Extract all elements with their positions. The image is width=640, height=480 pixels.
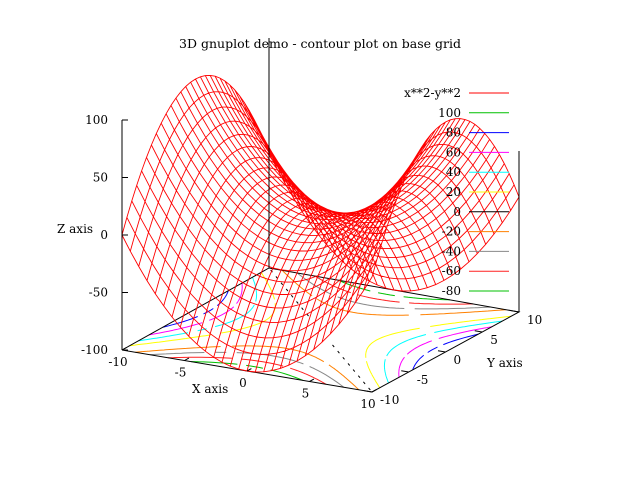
y-tick-mark	[437, 350, 446, 353]
legend-label: -80	[442, 284, 461, 298]
y-axis-label: Y axis	[486, 356, 523, 370]
legend-label: -60	[442, 264, 461, 278]
contour-level-60	[148, 283, 493, 378]
legend-label: 80	[446, 126, 461, 140]
z-axis-label: Z axis	[57, 222, 93, 236]
surface-wireframe	[121, 74, 520, 373]
contour-level-20	[129, 272, 512, 389]
legend-label: 40	[446, 165, 461, 179]
z-tick-label: 100	[85, 113, 108, 127]
y-tick-mark	[511, 310, 520, 313]
x-axis-label: X axis	[192, 382, 228, 396]
legend-label: x**2-y**2	[404, 86, 461, 100]
y-tick-label: 10	[527, 313, 542, 327]
y-tick-label: 0	[454, 353, 462, 367]
legend-label: 20	[446, 185, 461, 199]
y-tick-label: 5	[490, 333, 498, 347]
x-tick-mark	[309, 378, 315, 382]
y-tick-label: -10	[380, 393, 399, 407]
legend-label: -40	[442, 244, 461, 258]
y-tick-label: -5	[417, 373, 429, 387]
x-tick-label: -5	[175, 366, 187, 380]
surface-mesh	[121, 74, 520, 373]
x-tick-label: 10	[360, 397, 375, 411]
x-tick-mark	[371, 389, 377, 393]
x-tick-mark	[184, 357, 190, 361]
legend-label: -20	[442, 225, 461, 239]
y-tick-mark	[474, 330, 483, 333]
x-tick-label: -10	[108, 355, 127, 369]
z-tick-label: 0	[100, 228, 108, 242]
chart-title: 3D gnuplot demo - contour plot on base g…	[179, 36, 461, 51]
y-tick-mark	[364, 390, 373, 393]
x-tick-label: 5	[302, 387, 310, 401]
z-tick-label: -100	[81, 343, 108, 357]
legend-label: 0	[453, 205, 461, 219]
legend-label: 60	[446, 145, 461, 159]
x-tick-label: 0	[239, 376, 247, 390]
contour-level--20	[135, 269, 506, 391]
z-tick-label: 50	[93, 171, 108, 185]
legend: x**2-y**2 100 80 60 40 20 0 -20 -40 -60 -80	[404, 86, 509, 298]
z-tick-label: -50	[89, 286, 108, 300]
x-tick-mark	[121, 347, 127, 351]
x-tick-mark	[246, 368, 252, 372]
y-tick-mark	[401, 370, 409, 373]
legend-label: 100	[438, 106, 461, 120]
